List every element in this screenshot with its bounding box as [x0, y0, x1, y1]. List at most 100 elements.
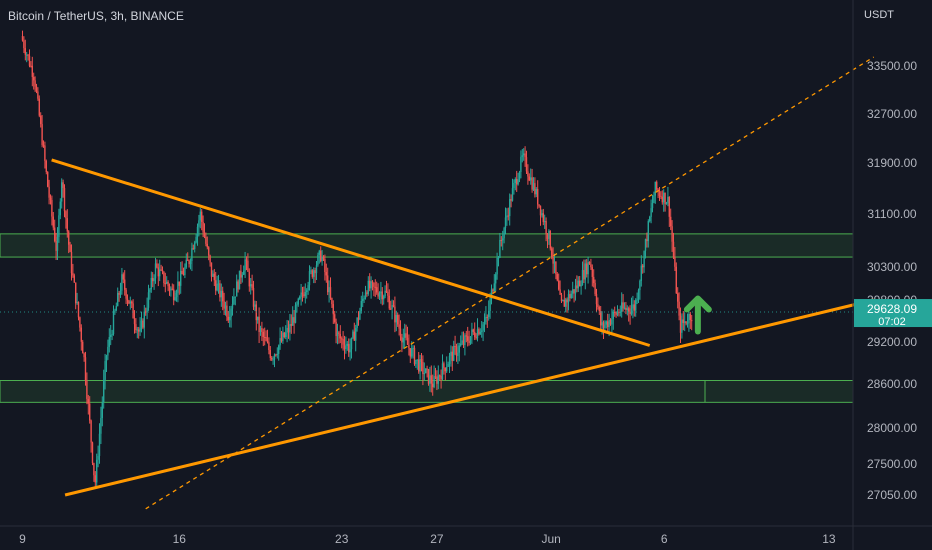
candle-body [110, 334, 112, 338]
candle-body [276, 353, 278, 355]
y-tick-label: 28000.00 [867, 421, 917, 435]
candle-body [94, 475, 96, 483]
candle-body [654, 181, 656, 196]
candle-body [199, 211, 201, 221]
candle-body [310, 270, 312, 272]
candle-body [332, 304, 334, 315]
candle-body [609, 319, 612, 325]
candle-body [559, 289, 561, 295]
candle-body [633, 304, 635, 311]
candle-body [420, 358, 423, 362]
y-tick-label: 30300.00 [867, 260, 917, 274]
candle-body [164, 283, 166, 285]
candle-body [171, 288, 173, 290]
candle-body [343, 344, 346, 350]
candle-body [27, 54, 29, 56]
candle-body [248, 271, 250, 287]
candle-body [537, 189, 539, 205]
candle-body [48, 186, 50, 198]
candle-body [649, 216, 651, 222]
candle-body [422, 361, 424, 374]
support-zone [0, 380, 854, 403]
bar-countdown: 07:02 [878, 316, 906, 328]
candle-body [304, 292, 306, 297]
candle-body [117, 292, 119, 307]
y-tick-label: 31100.00 [867, 207, 916, 221]
candle-body [264, 336, 266, 338]
upper-channel [145, 56, 875, 510]
candle-body [315, 265, 318, 274]
candle-body [320, 250, 322, 262]
candle-body [419, 358, 421, 372]
candle-body [355, 328, 357, 341]
candle-body [21, 36, 24, 41]
candle-body [471, 329, 473, 337]
candle-body [357, 318, 360, 320]
candle-body [307, 285, 309, 291]
candle-body [640, 265, 642, 281]
candle-body [367, 280, 369, 294]
candle-body [629, 311, 631, 314]
candle-body [153, 278, 155, 282]
candle-body [328, 287, 330, 293]
candle-body [506, 215, 508, 218]
candle-body [545, 221, 547, 234]
candle-body [31, 65, 33, 77]
candle-body [635, 300, 637, 311]
candle-body [665, 202, 668, 205]
candle-body [294, 305, 297, 323]
candle-body [269, 350, 271, 358]
candle-body [588, 261, 591, 265]
candle-body [313, 270, 315, 277]
candle-body [614, 311, 616, 313]
candle-body [125, 289, 127, 299]
candle-body [216, 283, 218, 291]
candle-body [163, 271, 165, 284]
candle-body [651, 202, 654, 209]
candle-body [518, 172, 521, 180]
candle-body [429, 375, 431, 384]
candle-body [623, 307, 626, 309]
candle-body [119, 290, 122, 295]
candle-body [156, 263, 158, 268]
candle-body [423, 373, 425, 375]
candle-body [587, 261, 589, 275]
candle-body [562, 300, 564, 302]
candle-body [373, 282, 375, 287]
candle-body [152, 277, 154, 282]
candle-body [472, 329, 474, 332]
candle-body [488, 310, 490, 317]
candle-body [198, 220, 200, 227]
candle-body [567, 294, 570, 303]
candle-body [203, 232, 206, 237]
candle-body [542, 213, 544, 222]
candle-body [639, 280, 641, 291]
candle-body [170, 288, 172, 291]
candle-body [364, 292, 367, 299]
candle-body [139, 327, 141, 332]
candle-body [327, 275, 329, 293]
candle-body [184, 267, 186, 275]
candle-body [293, 317, 295, 323]
candle-body [247, 260, 249, 272]
resistance-zone [0, 233, 854, 258]
candle-body [136, 329, 138, 331]
candle-body [93, 463, 95, 476]
candle-body [461, 340, 463, 344]
candle-body [149, 289, 151, 293]
candle-body [349, 349, 351, 353]
candle-body [285, 332, 287, 338]
candle-body [383, 296, 385, 300]
candle-body [380, 291, 382, 294]
candle-body [336, 332, 339, 337]
candle-body [52, 216, 54, 228]
candle-body [55, 241, 57, 251]
candle-body [601, 322, 603, 326]
x-tick-label: 6 [661, 532, 668, 546]
candle-body [223, 301, 225, 309]
candle-body [437, 375, 439, 384]
candle-body [346, 343, 348, 346]
candle-body [311, 270, 313, 277]
